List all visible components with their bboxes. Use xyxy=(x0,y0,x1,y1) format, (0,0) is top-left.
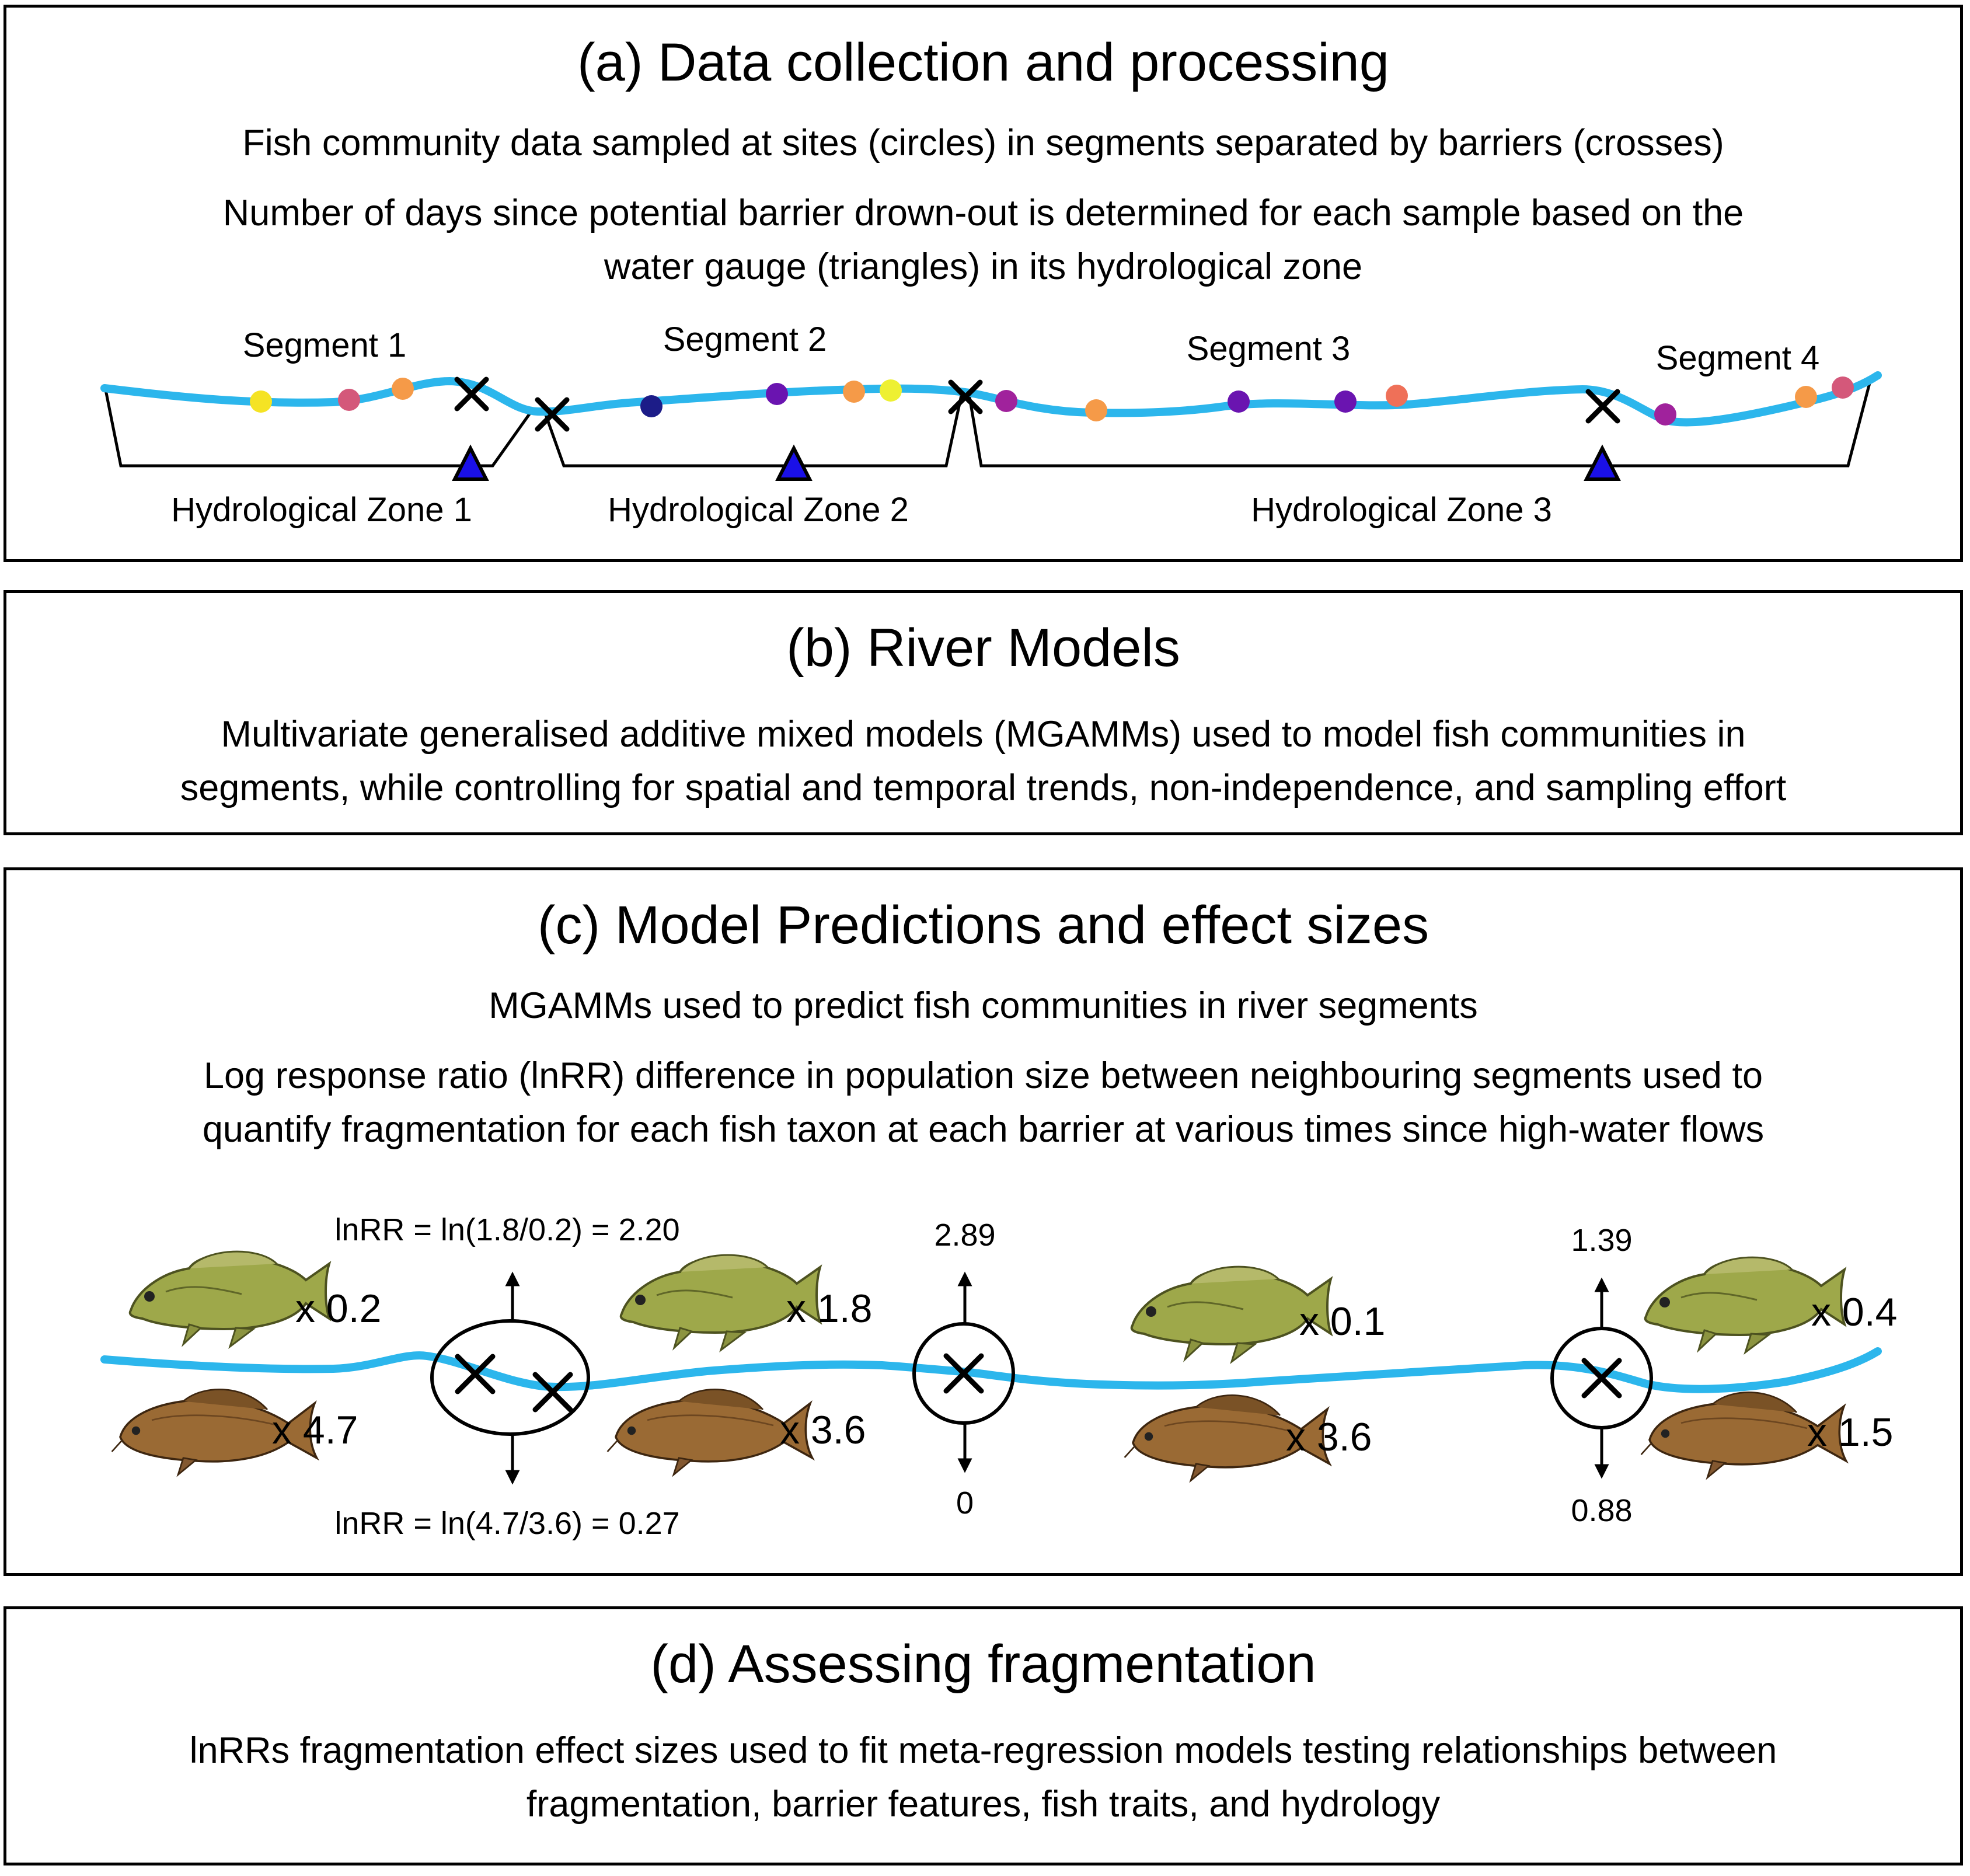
barrier-group-ellipse xyxy=(430,1319,590,1436)
lnrr-equation-top: lnRR = ln(1.8/0.2) = 2.20 xyxy=(334,1212,679,1247)
panel-a: (a) Data collection and processing Fish … xyxy=(4,5,1963,562)
panel-b: (b) River Models Multivariate generalise… xyxy=(4,590,1963,835)
carp-count-label: x 3.6 xyxy=(780,1408,866,1452)
panel-a-river-diagram: Segment 1 Segment 2 Segment 3 Segment 4 … xyxy=(100,320,1882,529)
water-gauge-triangle-icon xyxy=(1584,444,1621,481)
panel-b-line1: Multivariate generalised additive mixed … xyxy=(221,714,1746,755)
carp-count-label: x 1.5 xyxy=(1807,1410,1893,1455)
effect-size-top: 1.39 xyxy=(1571,1223,1632,1258)
effect-size-top: 2.89 xyxy=(934,1218,995,1253)
segment-label: Segment 2 xyxy=(663,320,827,358)
panel-c-line1: MGAMMs used to predict fish communities … xyxy=(489,985,1478,1026)
segment-label: Segment 1 xyxy=(243,326,407,364)
site-circle xyxy=(766,383,788,405)
carp-count-label: x 3.6 xyxy=(1286,1415,1372,1459)
panel-d: (d) Assessing fragmentation lnRRs fragme… xyxy=(4,1606,1963,1865)
panel-c-river-diagram: x 0.2 x 4.7 x 1.8 x 3.6 x 0.1 x 3.6 x 0.… xyxy=(100,1212,1897,1541)
panel-d-title: (d) Assessing fragmentation xyxy=(650,1634,1316,1694)
panel-c: (c) Model Predictions and effect sizes M… xyxy=(4,867,1963,1576)
zone-label: Hydrological Zone 2 xyxy=(608,491,909,529)
barrier-cross-icon xyxy=(535,397,570,432)
panel-d-line2: fragmentation, barrier features, fish tr… xyxy=(526,1784,1441,1825)
site-circle xyxy=(250,390,272,413)
panel-d-line1: lnRRs fragmentation effect sizes used to… xyxy=(189,1730,1777,1771)
site-circle xyxy=(1334,390,1357,413)
site-circle xyxy=(1386,385,1408,407)
lnrr-equation-bottom: lnRR = ln(4.7/3.6) = 0.27 xyxy=(334,1506,679,1541)
panel-a-line1: Fish community data sampled at sites (ci… xyxy=(242,123,1724,163)
segment-label: Segment 3 xyxy=(1187,330,1351,368)
site-circle xyxy=(1654,403,1676,426)
site-circle xyxy=(640,395,663,417)
barrier-cross-icon xyxy=(454,376,489,412)
panel-a-title: (a) Data collection and processing xyxy=(577,33,1389,92)
site-circle xyxy=(1832,376,1854,399)
zone-label: Hydrological Zone 1 xyxy=(171,491,472,529)
panel-c-line3: quantify fragmentation for each fish tax… xyxy=(202,1109,1765,1150)
site-circle xyxy=(1085,399,1107,421)
barrier-cross-icon xyxy=(943,1353,984,1394)
panel-c-line2: Log response ratio (lnRR) difference in … xyxy=(203,1055,1763,1096)
effect-size-bottom: 0 xyxy=(956,1486,974,1521)
barrier-cross-icon xyxy=(455,1354,496,1394)
site-circle xyxy=(1795,386,1817,408)
site-circle xyxy=(392,378,414,400)
perch-count-label: x 1.8 xyxy=(786,1286,872,1331)
barrier-cross-icon xyxy=(1581,1358,1622,1399)
perch-count-label: x 0.4 xyxy=(1811,1290,1897,1334)
water-gauge-triangle-icon xyxy=(775,444,813,481)
river-line-c xyxy=(100,1347,1882,1393)
site-circle xyxy=(1228,390,1250,413)
barrier-cross-icon xyxy=(948,379,983,414)
panel-a-line2: Number of days since potential barrier d… xyxy=(222,193,1744,233)
site-circle xyxy=(338,389,360,411)
water-gauge-triangle-icon xyxy=(452,444,489,481)
zone-bracket-3 xyxy=(967,376,1873,468)
site-circle xyxy=(880,379,902,402)
segment-label: Segment 4 xyxy=(1656,339,1820,377)
site-circle xyxy=(995,390,1017,412)
panel-a-line3: water gauge (triangles) in its hydrologi… xyxy=(604,246,1363,287)
perch-count-label: x 0.1 xyxy=(1299,1299,1385,1344)
panel-b-line2: segments, while controlling for spatial … xyxy=(180,768,1787,808)
panel-b-title: (b) River Models xyxy=(786,618,1180,678)
carp-count-label: x 4.7 xyxy=(272,1408,358,1452)
zone-bracket-1 xyxy=(104,389,532,468)
barrier-cross-icon xyxy=(1585,389,1620,424)
panel-c-title: (c) Model Predictions and effect sizes xyxy=(537,895,1429,955)
effect-size-bottom: 0.88 xyxy=(1571,1493,1632,1528)
zone-bracket-2 xyxy=(543,389,964,468)
barrier-cross-icon xyxy=(532,1372,573,1413)
perch-count-label: x 0.2 xyxy=(295,1286,381,1331)
site-circle xyxy=(843,381,865,403)
zone-label: Hydrological Zone 3 xyxy=(1251,491,1552,529)
